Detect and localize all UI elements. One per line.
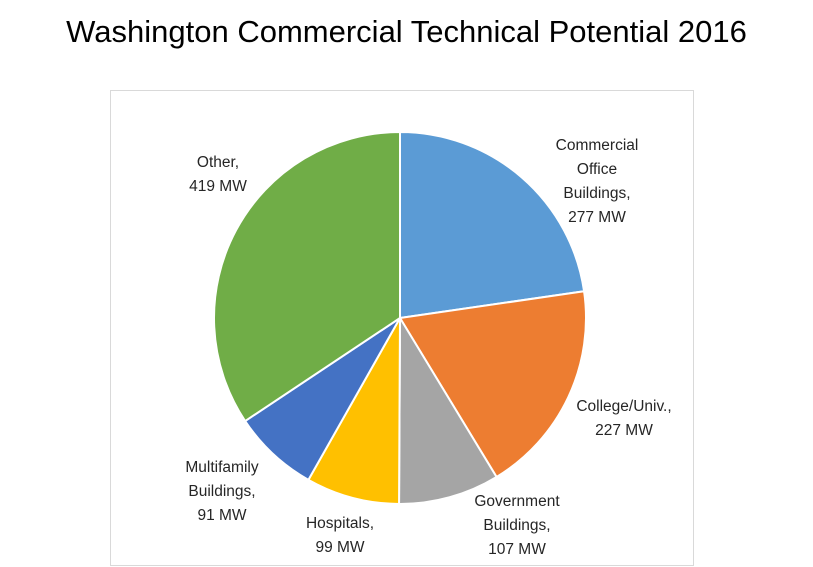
data-label-other: Other, 419 MW [189,154,247,195]
pie-slice-commercial-office-buildings [399,130,586,320]
data-label-college-univ: College/Univ., 227 MW [576,398,671,439]
pie-slice-college-univ [398,290,587,479]
data-label-commercial-office-buildings: Commercial Office Buildings, 277 MW [556,137,639,226]
data-label-multifamily-buildings: Multifamily Buildings, 91 MW [185,459,258,524]
pie-slice-government-buildings [398,314,498,505]
data-label-government-buildings: Government Buildings, 107 MW [474,493,560,558]
pie-slice-other [213,130,401,423]
data-label-hospitals: Hospitals, 99 MW [306,515,374,556]
pie-slice-hospitals [307,314,402,506]
chart-title: Washington Commercial Technical Potentia… [66,14,747,49]
